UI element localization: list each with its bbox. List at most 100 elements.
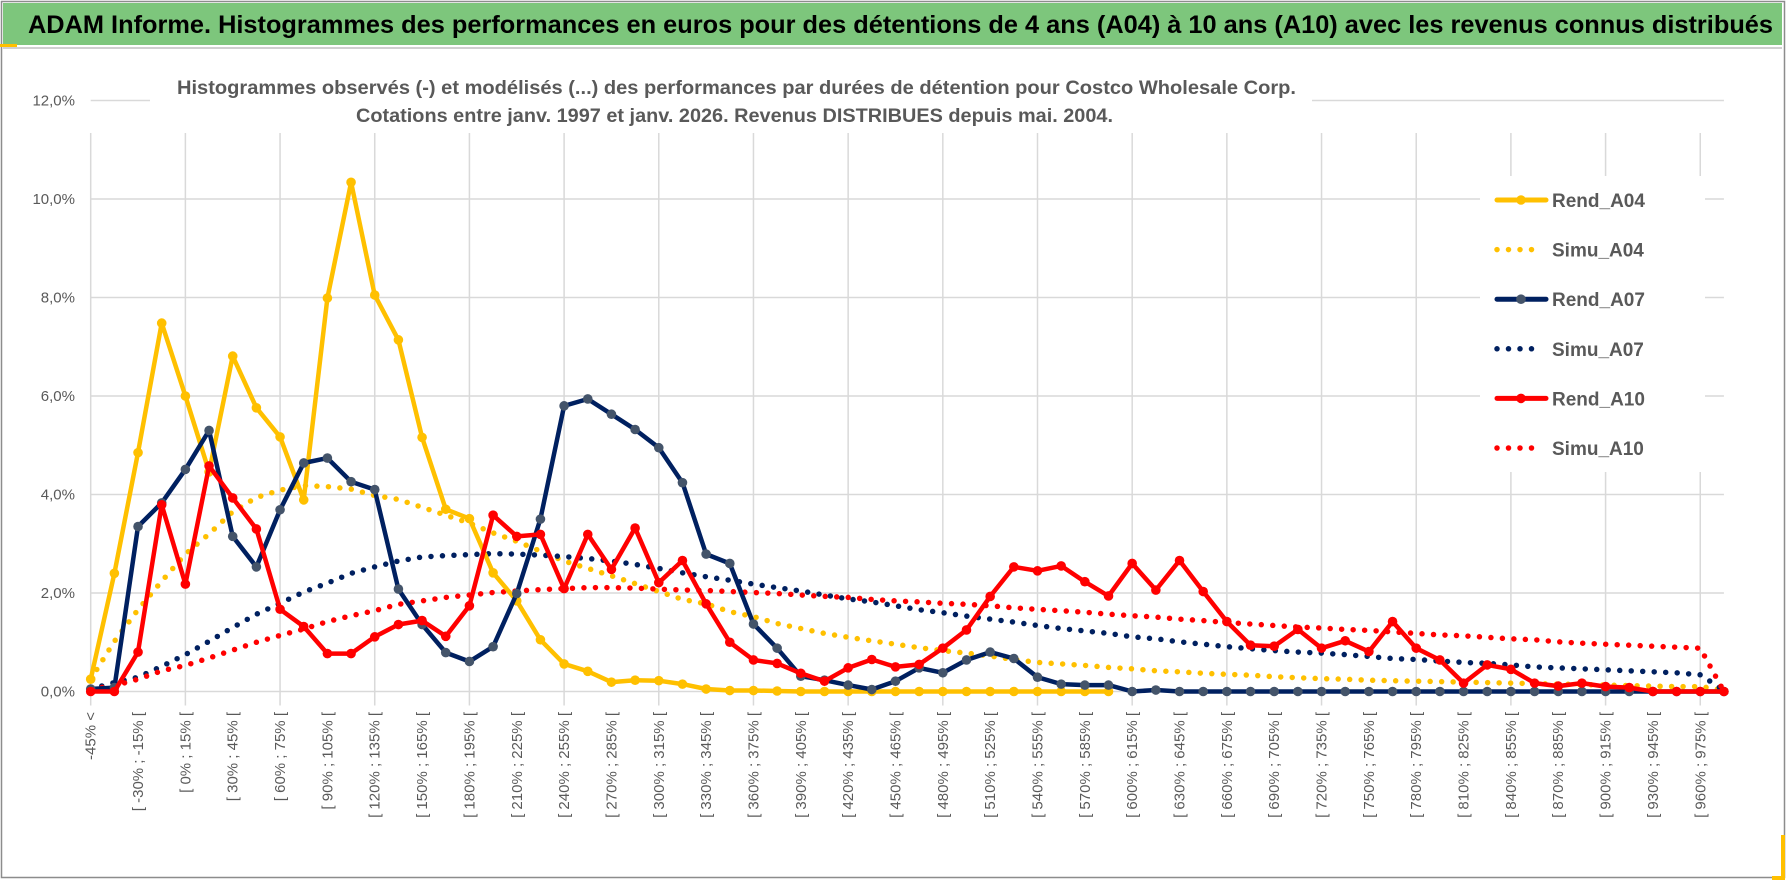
x-tick-label: [ 570% ; 585% [ [1077, 711, 1094, 818]
data-point [961, 686, 972, 697]
data-point [677, 477, 688, 488]
data-point [1411, 686, 1422, 697]
data-point [1458, 686, 1469, 697]
data-point [748, 619, 759, 629]
y-tick-label: 0,0% [41, 684, 75, 701]
series-simu-a07 [87, 550, 1727, 694]
data-point [1340, 635, 1351, 646]
data-point [156, 500, 167, 510]
x-tick-label: [ 900% ; 915% [ [1598, 711, 1615, 818]
data-point [1387, 686, 1398, 697]
data-point [464, 656, 475, 667]
data-point [393, 335, 404, 345]
data-point [322, 648, 333, 659]
data-point [1577, 686, 1587, 697]
data-point [1529, 686, 1540, 697]
data-point [488, 641, 498, 652]
data-point [1340, 686, 1351, 697]
data-point [985, 686, 995, 697]
data-point [1222, 616, 1232, 627]
x-tick-label: [ 180% ; 195% [ [461, 711, 478, 818]
data-point [1245, 686, 1256, 697]
data-point [1411, 643, 1422, 653]
legend-item-rend-a04: Rend_A04 [1494, 191, 1645, 212]
x-tick-label: [ 780% ; 795% [ [1408, 711, 1425, 818]
data-point [440, 504, 451, 515]
data-point [724, 685, 735, 696]
data-point [133, 521, 143, 532]
data-point [1056, 561, 1066, 571]
data-point [488, 568, 498, 578]
data-point [275, 504, 285, 515]
data-point [724, 637, 735, 648]
x-tick-label: [ -30% ; -15% [ [130, 711, 147, 811]
data-point [1245, 640, 1256, 651]
data-point [298, 458, 309, 468]
data-point [890, 676, 901, 686]
data-point [653, 442, 664, 453]
x-tick-label: [ 150% ; 165% [ [414, 711, 431, 818]
data-point [180, 464, 191, 475]
x-tick-label: [ 450% ; 465% [ [887, 711, 904, 818]
data-point [1553, 681, 1564, 691]
data-point [559, 583, 569, 594]
data-point [1529, 678, 1540, 688]
data-point [1435, 655, 1445, 665]
series-line [90, 396, 1724, 694]
y-tick-label: 4,0% [41, 487, 75, 504]
series-line [90, 463, 1724, 694]
y-tick-label: 12,0% [32, 93, 75, 110]
data-point [535, 514, 546, 524]
selection-mark-corner [1772, 835, 1785, 880]
series-line [87, 584, 1727, 695]
data-point [677, 679, 688, 689]
y-tick-label: 8,0% [41, 290, 75, 307]
header-bar [3, 3, 1782, 45]
data-point [156, 318, 167, 328]
legend-marker [1516, 294, 1526, 305]
data-point [938, 643, 948, 653]
x-tick-label: [ 810% ; 825% [ [1456, 711, 1473, 818]
data-point [1506, 664, 1516, 675]
data-point [1506, 686, 1516, 697]
data-point [1648, 686, 1658, 697]
data-point [582, 394, 593, 404]
y-axis: 0,0% 2,0% 4,0% 6,0% 8,0% 10,0% 12,0% [32, 93, 75, 701]
data-point [1364, 646, 1374, 657]
series-line [87, 482, 1727, 693]
legend-label: Rend_A04 [1552, 191, 1645, 212]
data-point [322, 293, 333, 303]
data-point [796, 686, 806, 697]
data-point [559, 401, 569, 411]
data-point [890, 662, 901, 672]
data-point [346, 648, 356, 659]
data-point [369, 290, 380, 300]
x-tick-label: [ 510% ; 525% [ [982, 711, 999, 818]
data-point [938, 667, 948, 678]
legend-label: Simu_A04 [1552, 241, 1644, 262]
data-point [914, 659, 924, 670]
data-point [464, 513, 475, 524]
data-point [1103, 680, 1114, 690]
data-point [701, 684, 711, 694]
data-point [867, 684, 877, 695]
x-tick-label: [ 60% ; 75% [ [272, 711, 289, 801]
data-point [867, 654, 877, 665]
data-point [677, 555, 688, 566]
legend-label: Simu_A07 [1552, 340, 1644, 361]
data-point [1198, 686, 1208, 697]
x-tick-label: [ 750% ; 765% [ [1361, 711, 1378, 818]
x-tick-label: [ 390% ; 405% [ [793, 711, 810, 818]
data-point [701, 599, 711, 609]
x-tick-label: [ 480% ; 495% [ [935, 711, 952, 818]
x-tick-label: [ 90% ; 105% [ [319, 711, 336, 809]
data-point [440, 631, 451, 642]
data-point [1009, 562, 1019, 572]
data-point [1269, 641, 1279, 651]
x-tick-label: [ 300% ; 315% [ [651, 711, 668, 818]
data-point [606, 677, 617, 687]
data-point [748, 655, 759, 665]
x-tick-label: [ 30% ; 45% [ [225, 711, 242, 801]
legend-item-rend-a10: Rend_A10 [1494, 389, 1645, 410]
data-point [1174, 555, 1185, 566]
